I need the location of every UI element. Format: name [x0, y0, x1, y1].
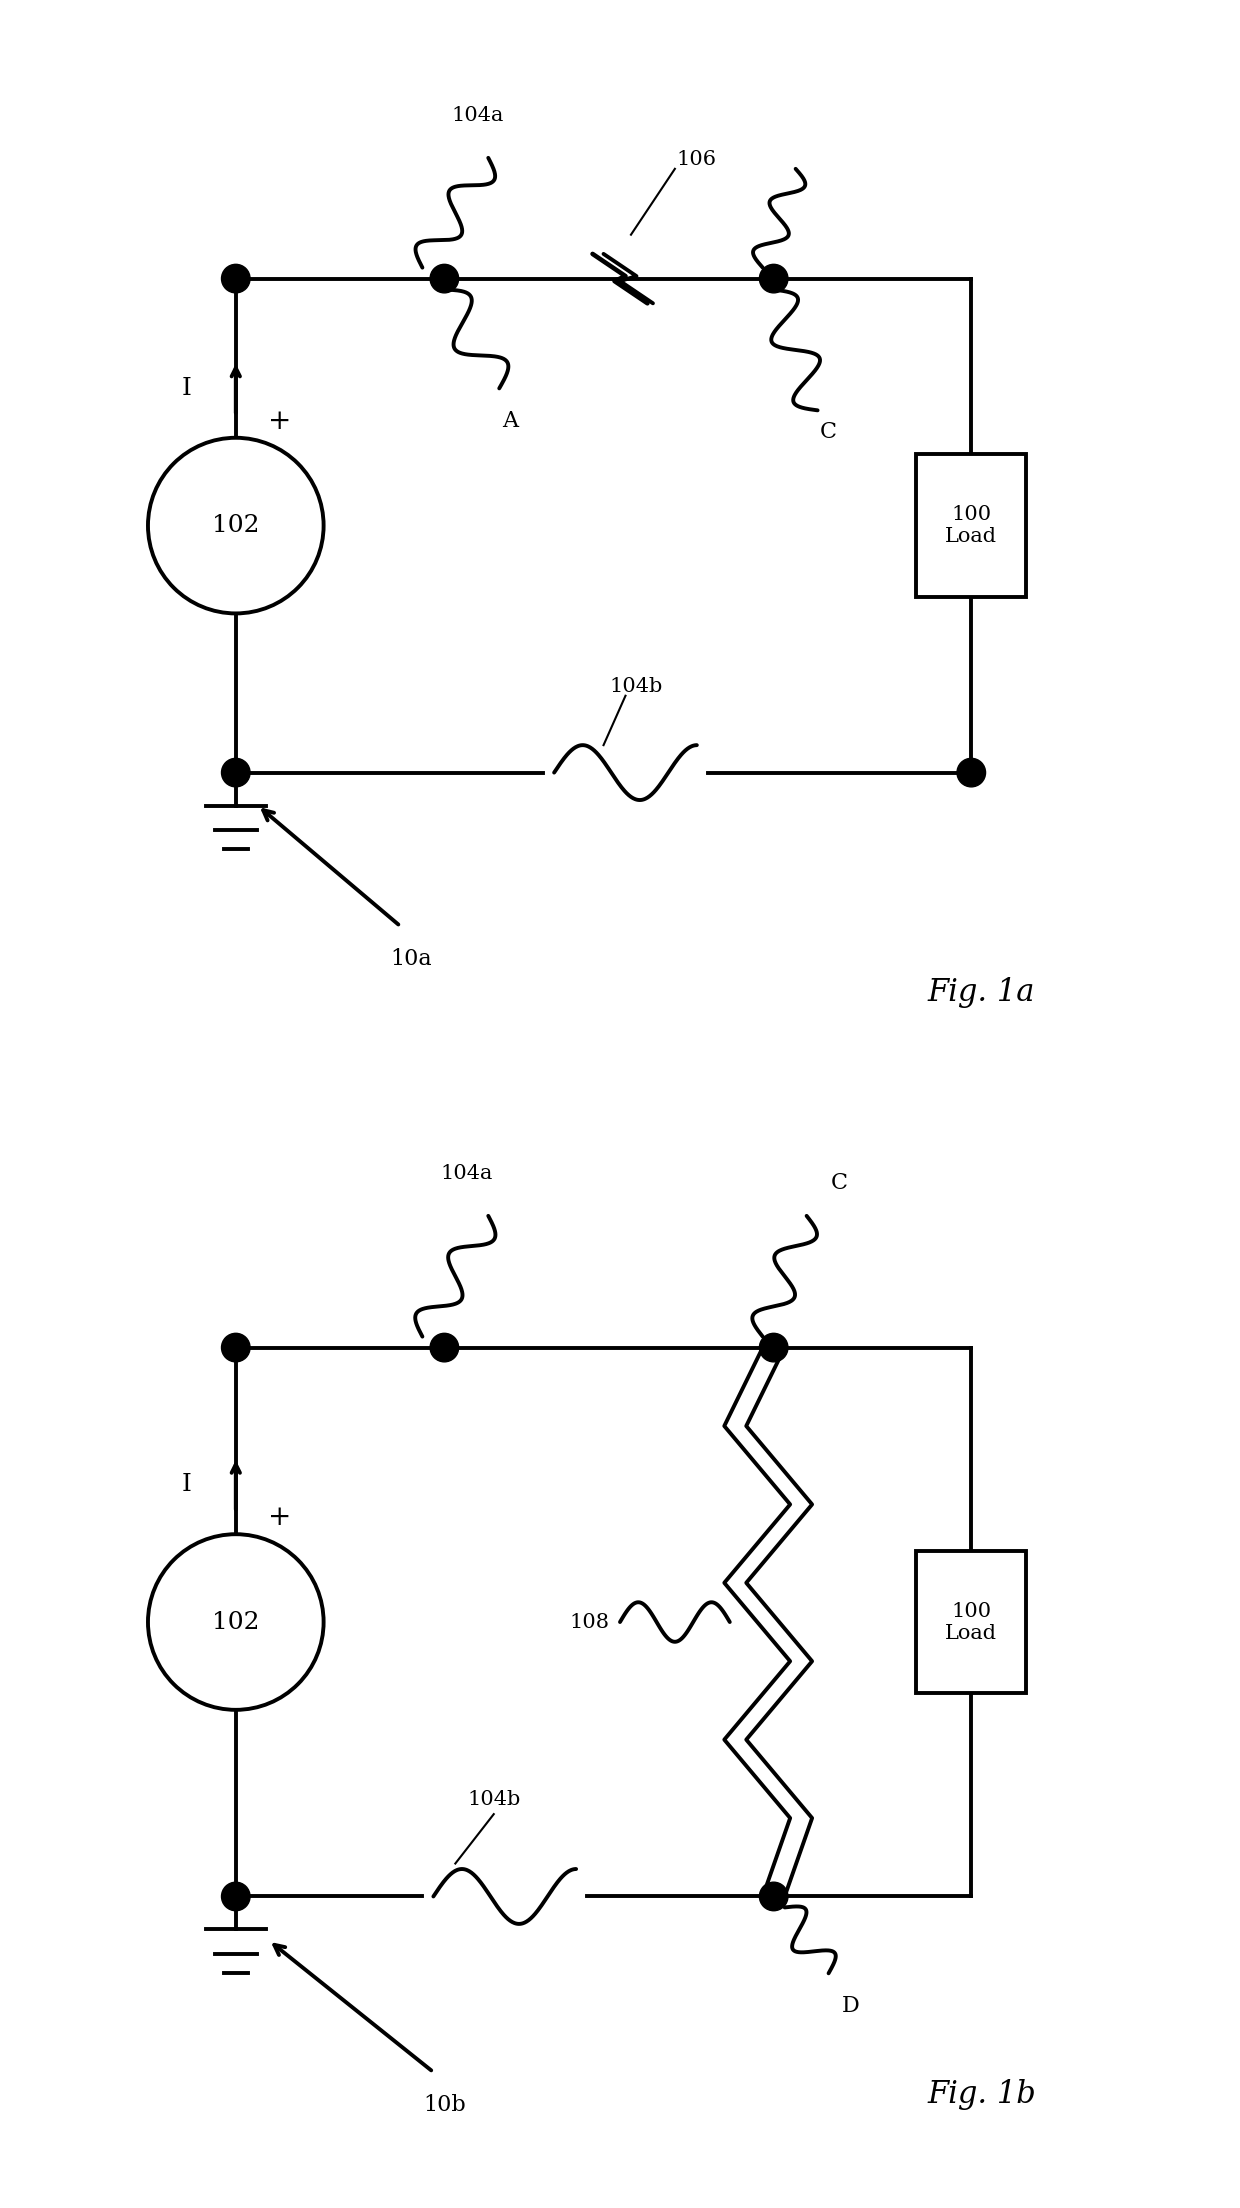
Circle shape	[430, 265, 459, 294]
Text: 104a: 104a	[451, 106, 503, 126]
Text: 104b: 104b	[610, 676, 663, 696]
Circle shape	[222, 1881, 250, 1910]
Text: 100
Load: 100 Load	[945, 506, 997, 545]
Circle shape	[148, 1535, 324, 1709]
Text: 10a: 10a	[391, 947, 433, 969]
Text: +: +	[268, 408, 291, 435]
Circle shape	[222, 265, 250, 294]
Circle shape	[759, 1334, 787, 1362]
FancyBboxPatch shape	[916, 455, 1027, 596]
Text: 100
Load: 100 Load	[945, 1601, 997, 1643]
Text: D: D	[842, 1996, 859, 2018]
Text: 104a: 104a	[440, 1164, 492, 1183]
Text: 104b: 104b	[467, 1791, 521, 1808]
Circle shape	[759, 1881, 787, 1910]
Text: 108: 108	[569, 1612, 609, 1632]
Text: 102: 102	[212, 514, 259, 537]
Text: I: I	[182, 1473, 192, 1497]
FancyBboxPatch shape	[916, 1550, 1027, 1694]
Circle shape	[759, 265, 787, 294]
Text: 102: 102	[212, 1610, 259, 1634]
Circle shape	[222, 757, 250, 786]
Text: C: C	[820, 422, 837, 444]
Text: 106: 106	[677, 150, 717, 168]
Text: +: +	[268, 1504, 291, 1530]
Circle shape	[148, 437, 324, 614]
Text: Fig. 1b: Fig. 1b	[928, 2078, 1037, 2109]
Text: 10b: 10b	[423, 2093, 466, 2115]
Text: C: C	[831, 1172, 848, 1195]
Text: Fig. 1a: Fig. 1a	[928, 976, 1034, 1007]
Circle shape	[222, 1334, 250, 1362]
Text: A: A	[502, 411, 518, 433]
Circle shape	[430, 1334, 459, 1362]
Text: I: I	[182, 378, 192, 400]
Circle shape	[957, 757, 986, 786]
